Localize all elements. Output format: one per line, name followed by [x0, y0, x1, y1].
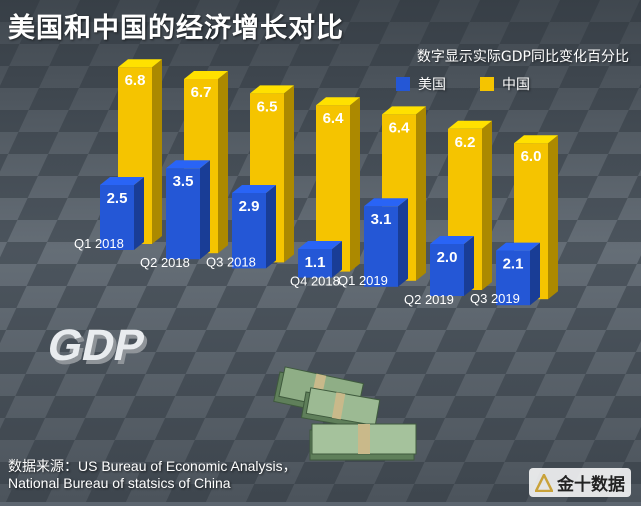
usa-bar-0	[100, 177, 144, 250]
legend-item-usa: 美国	[396, 74, 446, 94]
money-stack-icon	[273, 366, 417, 461]
china-value-label-0: 6.8	[125, 72, 146, 89]
x-tick-label-6: Q3 2019	[470, 291, 520, 306]
watermark: 金十数据	[529, 468, 631, 497]
usa-bar-4	[364, 198, 408, 287]
x-tick-label-3: Q4 2018	[290, 274, 340, 289]
usa-bar-5	[430, 236, 474, 296]
china-bar-3	[316, 97, 360, 272]
legend-swatch-china	[480, 77, 494, 91]
x-tick-label-4: Q1 2019	[338, 273, 388, 288]
data-source: 数据来源：US Bureau of Economic Analysis， Nat…	[8, 458, 297, 492]
gdp-3d-text-decoration: GDP GDP	[43, 321, 152, 373]
usa-value-label-2: 2.9	[239, 198, 260, 215]
usa-bar-1	[166, 160, 210, 260]
svg-text:GDP: GDP	[43, 321, 149, 369]
china-value-label-3: 6.4	[323, 110, 345, 127]
chart-subtitle: 数字显示实际GDP同比变化百分比	[416, 49, 629, 65]
jin10-logo-icon	[535, 473, 553, 492]
china-value-label-5: 6.2	[455, 134, 476, 151]
chart-title: 美国和中国的经济增长对比	[8, 13, 344, 44]
usa-value-label-5: 2.0	[437, 249, 458, 266]
legend-label-china: 中国	[502, 77, 530, 93]
legend-item-china: 中国	[480, 74, 530, 94]
x-tick-label-2: Q3 2018	[206, 254, 256, 269]
x-tick-label-0: Q1 2018	[74, 236, 124, 251]
china-value-label-2: 6.5	[257, 98, 278, 115]
legend: 美国 中国	[396, 74, 530, 94]
usa-value-label-3: 1.1	[305, 254, 326, 271]
usa-value-label-6: 2.1	[503, 256, 524, 273]
usa-value-label-0: 2.5	[107, 190, 128, 207]
usa-bar-2	[232, 185, 276, 269]
x-tick-label-5: Q2 2019	[404, 292, 454, 307]
usa-bar-3	[298, 241, 342, 278]
watermark-text: 金十数据	[557, 475, 625, 495]
svg-text:GDP: GDP	[47, 325, 153, 373]
legend-swatch-usa	[396, 77, 410, 91]
usa-bar-6	[496, 242, 540, 306]
usa-value-label-1: 3.5	[173, 173, 194, 190]
data-source-line-2: National Bureau of statsics of China	[8, 475, 231, 491]
x-tick-label-1: Q2 2018	[140, 255, 190, 270]
data-source-line-1: 数据来源：US Bureau of Economic Analysis，	[8, 458, 297, 474]
legend-label-usa: 美国	[418, 77, 446, 93]
china-value-label-6: 6.0	[521, 148, 542, 165]
usa-value-label-4: 3.1	[371, 211, 392, 228]
china-value-label-4: 6.4	[389, 119, 411, 136]
china-value-label-1: 6.7	[191, 84, 212, 101]
bars-layer: 6.8 2.5 6.7 3.5 6.5 2.9 6.4 1.1 6.4 3.1 6.2 2.0 6.0 2…	[100, 59, 558, 306]
